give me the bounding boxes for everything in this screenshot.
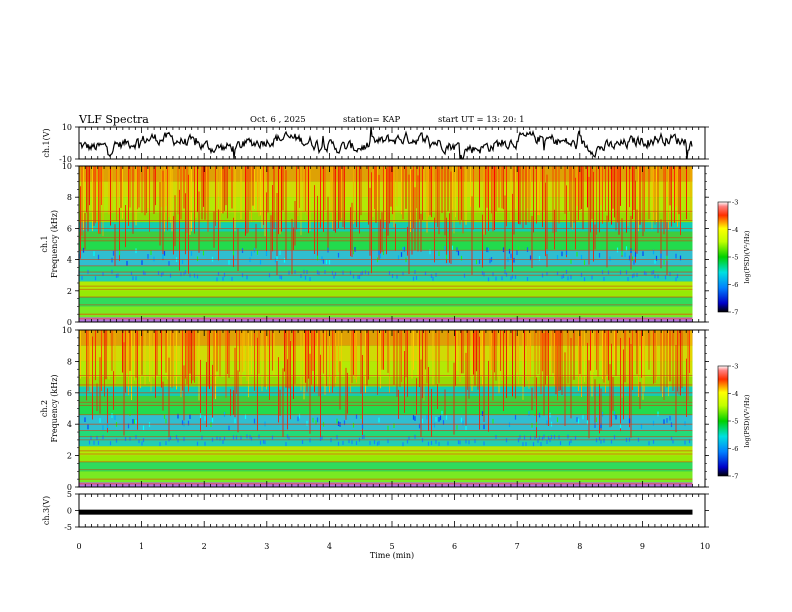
ch1-band bbox=[79, 197, 693, 213]
y-tick-label: -10 bbox=[59, 155, 72, 164]
y-tick-label: -5 bbox=[64, 523, 72, 532]
ch1-colorbar-label: log(PSD)(V²/Hz) bbox=[743, 230, 751, 283]
ch1-y-label-2: Frequency (kHz) bbox=[50, 210, 59, 278]
x-tick-label: 3 bbox=[264, 542, 269, 551]
ch2-band bbox=[79, 345, 693, 362]
ch3-waveform-line bbox=[79, 509, 693, 515]
y-tick-label: 0 bbox=[67, 483, 72, 492]
y-tick-label: 6 bbox=[67, 224, 72, 233]
y-tick-label: 4 bbox=[67, 256, 72, 265]
date-label: Oct. 6 , 2025 bbox=[250, 115, 306, 125]
ch1-waveform-line bbox=[78, 126, 693, 160]
chart-title: VLF Spectra bbox=[79, 113, 149, 126]
ch1-colorbar-tick-label: -7 bbox=[732, 309, 738, 317]
x-axis-label: Time (min) bbox=[370, 551, 414, 560]
y-tick-label: 0 bbox=[67, 507, 72, 516]
ch1-colorbar bbox=[717, 201, 729, 313]
y-tick-label: 8 bbox=[67, 357, 72, 366]
ch1-band bbox=[79, 240, 693, 251]
y-tick-label: 0 bbox=[67, 318, 72, 327]
ch1-colorbar-tick-label: -3 bbox=[732, 199, 738, 207]
y-tick-label: 2 bbox=[67, 452, 72, 461]
y-tick-label: 5 bbox=[67, 490, 72, 499]
ch1-y-label-1: ch.1 bbox=[40, 235, 49, 252]
station-label: station= KAP bbox=[343, 115, 401, 125]
ch1-y-label: ch.1(V) bbox=[42, 128, 51, 157]
x-tick-label: 2 bbox=[202, 542, 207, 551]
x-tick-label: 1 bbox=[139, 542, 144, 551]
y-tick-label: 10 bbox=[62, 123, 72, 132]
ch2-colorbar-tick-label: -5 bbox=[732, 418, 738, 426]
ch2-band bbox=[79, 395, 693, 406]
x-tick-label: 0 bbox=[76, 542, 81, 551]
ch2-colorbar-label: log(PSD)(V²/Hz) bbox=[743, 394, 751, 447]
ch2-band bbox=[79, 361, 693, 378]
ch1-band bbox=[79, 222, 693, 232]
ch3-waveform-panel: 5 0 -5 ch.3(V) bbox=[42, 490, 709, 532]
x-tick-label: 7 bbox=[515, 542, 520, 551]
y-tick-label: 4 bbox=[67, 420, 72, 429]
ch1-colorbar-tick-label: -5 bbox=[732, 254, 738, 262]
ch2-band bbox=[79, 436, 693, 447]
y-tick-label: 8 bbox=[67, 193, 72, 202]
ch1-band bbox=[79, 231, 693, 241]
ch2-band bbox=[79, 405, 693, 415]
ch2-colorbar-tick-label: -3 bbox=[732, 363, 738, 371]
y-tick-label: 10 bbox=[62, 326, 72, 335]
ch1-colorbar-tick-label: -4 bbox=[732, 226, 738, 234]
y-tick-label: 6 bbox=[67, 389, 72, 398]
ch1-band bbox=[79, 181, 693, 198]
ch2-spectrogram-panel: 0 2 4 6 8 10 ch.2 Frequency (kHz) -3 -4 -5 -6 -7 log(… bbox=[40, 326, 751, 492]
time-axis: 0 1 2 3 4 5 6 7 8 9 10 Time (min) bbox=[76, 542, 710, 560]
ch2-y-label-2: Frequency (kHz) bbox=[50, 374, 59, 442]
ch2-band bbox=[79, 386, 693, 396]
ch2-band bbox=[79, 430, 693, 437]
ch1-band bbox=[79, 272, 693, 282]
ch1-band bbox=[79, 290, 693, 298]
x-tick-label: 5 bbox=[389, 542, 394, 551]
ch2-colorbar-tick-label: -6 bbox=[732, 445, 738, 453]
ch1-band bbox=[79, 297, 693, 307]
ch1-band bbox=[79, 250, 693, 266]
ch1-band bbox=[79, 265, 693, 273]
y-tick-label: 2 bbox=[67, 287, 72, 296]
ch2-band bbox=[79, 414, 693, 431]
ch1-band bbox=[79, 306, 693, 318]
ch2-band bbox=[79, 471, 693, 483]
ch2-y-label-1: ch.2 bbox=[40, 400, 49, 417]
ch1-waveform-panel: 10 -10 ch.1(V) bbox=[42, 123, 709, 164]
ch1-band bbox=[79, 212, 693, 223]
ch1-colorbar-tick-label: -6 bbox=[732, 281, 738, 289]
x-tick-label: 10 bbox=[700, 542, 710, 551]
ch2-band bbox=[79, 461, 693, 472]
x-tick-label: 6 bbox=[452, 542, 457, 551]
ch2-band bbox=[79, 330, 693, 346]
start-ut-label: start UT = 13: 20: 1 bbox=[438, 115, 525, 125]
x-tick-label: 9 bbox=[640, 542, 645, 551]
x-tick-label: 8 bbox=[577, 542, 582, 551]
ch2-colorbar bbox=[717, 365, 729, 477]
ch2-band bbox=[79, 455, 693, 462]
ch2-colorbar-tick-label: -4 bbox=[732, 390, 738, 398]
ch2-band bbox=[79, 377, 693, 387]
ch1-spectrogram-panel: 0 2 4 6 8 10 ch.1 Frequency (kHz) -3 -4 -5 -6 -7 log(… bbox=[40, 162, 751, 327]
ch3-y-label: ch.3(V) bbox=[42, 496, 51, 525]
y-tick-label: 10 bbox=[62, 162, 72, 171]
x-tick-label: 4 bbox=[327, 542, 332, 551]
ch2-colorbar-tick-label: -7 bbox=[732, 473, 738, 481]
